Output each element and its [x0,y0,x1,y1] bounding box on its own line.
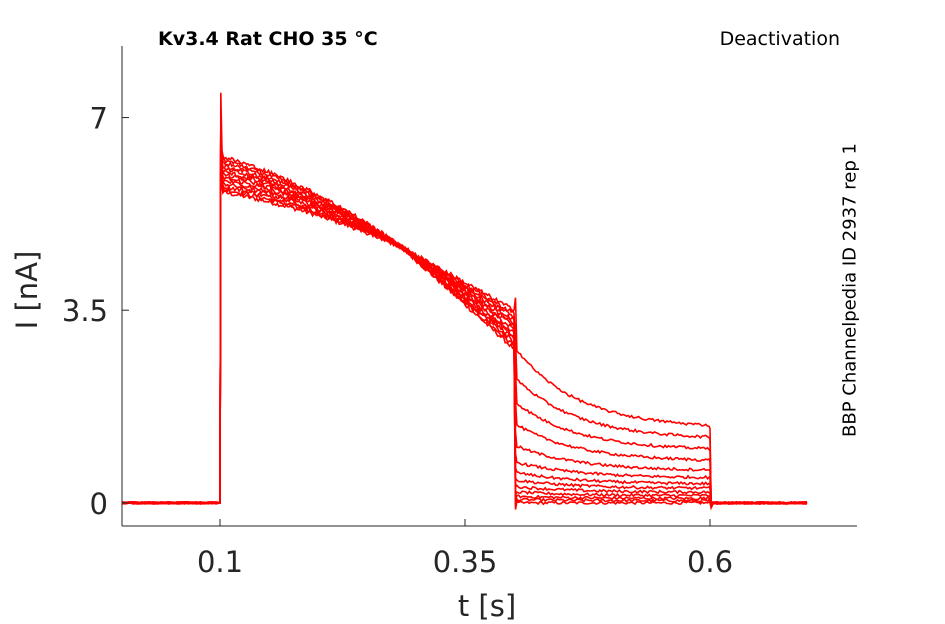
current-trace [121,140,808,508]
x-tick-label: 0.6 [687,545,733,579]
y-ticks: 03.57 [62,102,129,521]
current-trace [121,134,808,508]
current-trace [121,92,808,508]
current-trace [121,131,807,508]
current-trace [121,135,808,508]
y-tick-label: 3.5 [62,294,108,328]
x-tick-label: 0.1 [197,545,243,579]
current-traces [121,92,808,511]
y-axis-label: I [nA] [10,250,44,330]
side-annotation: BBP Channelpedia ID 2937 rep 1 [839,143,861,437]
x-ticks: 0.1 0.35 0.6 [197,519,733,579]
y-tick-label: 0 [90,487,108,521]
x-axis-label: t [s] [457,589,517,623]
chart-subtitle: Deactivation [719,28,840,50]
current-trace [121,138,808,508]
x-tick-label: 0.35 [433,545,498,579]
current-trace [121,139,808,508]
current-trace [121,136,808,508]
current-trace [121,129,807,511]
chart-title: Kv3.4 Rat CHO 35 °C [158,28,378,50]
y-tick-label: 7 [90,102,108,136]
